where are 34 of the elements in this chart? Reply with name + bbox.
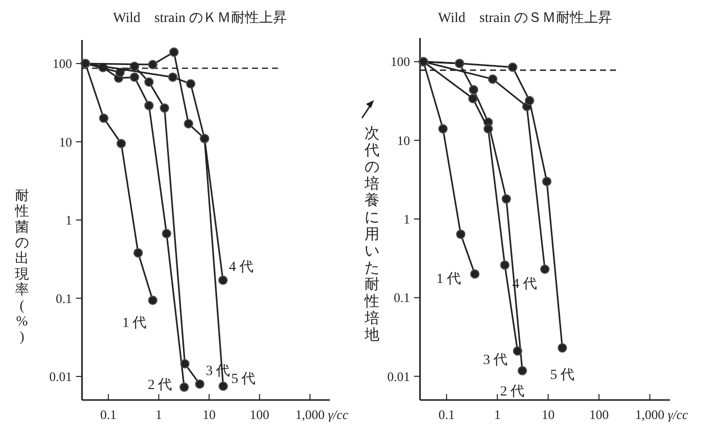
x-tick-label: 0.1 (100, 407, 116, 422)
y-tick-label: 10 (59, 134, 72, 150)
text: 耐性菌の出現率(%) (15, 189, 29, 346)
y-tick-label: 0.1 (394, 290, 410, 306)
y-tick-label: 1 (66, 212, 72, 228)
chart-title: Wild strain のＳＭ耐性上昇 (438, 10, 612, 26)
x-tick-label: 0.1 (438, 407, 455, 422)
series-label: 3 代 (483, 352, 508, 368)
x-axis-title: γ/cc (668, 407, 688, 422)
y-tick-label: 10 (397, 132, 410, 148)
x-tick-label: 1,000 (635, 407, 664, 422)
x-tick-label: 100 (589, 407, 609, 422)
x-tick-label: 100 (250, 407, 270, 422)
y-tick-label: 0.1 (56, 290, 72, 306)
x-tick-label: 10 (202, 407, 216, 422)
x-tick-label: 1 (494, 407, 501, 422)
text: 次代の培養に用いた耐性培地 (364, 126, 380, 344)
y-tick-label: 0.01 (387, 368, 410, 384)
series-label: 5 代 (231, 371, 256, 388)
x-tick-label: 1,000 (295, 407, 325, 422)
series-label: 1 代 (436, 270, 461, 287)
x-tick-label: 1 (156, 407, 162, 422)
series-label: 5 代 (550, 366, 575, 383)
series-label: 1 代 (122, 315, 147, 332)
series-label: 2 代 (148, 377, 172, 394)
x-axis-title: γ/cc (328, 407, 348, 422)
y-tick-label: 1 (404, 212, 410, 227)
y-tick-label: 100 (52, 56, 72, 72)
x-tick-label: 10 (542, 407, 555, 422)
chart-title: Wild strain のＫＭ耐性上昇 (112, 10, 288, 26)
series-label: 4 代 (228, 259, 254, 276)
series-label: 2 代 (500, 384, 525, 400)
y-tick-label: 100 (390, 54, 410, 70)
y-tick-label: 0.01 (49, 369, 72, 384)
